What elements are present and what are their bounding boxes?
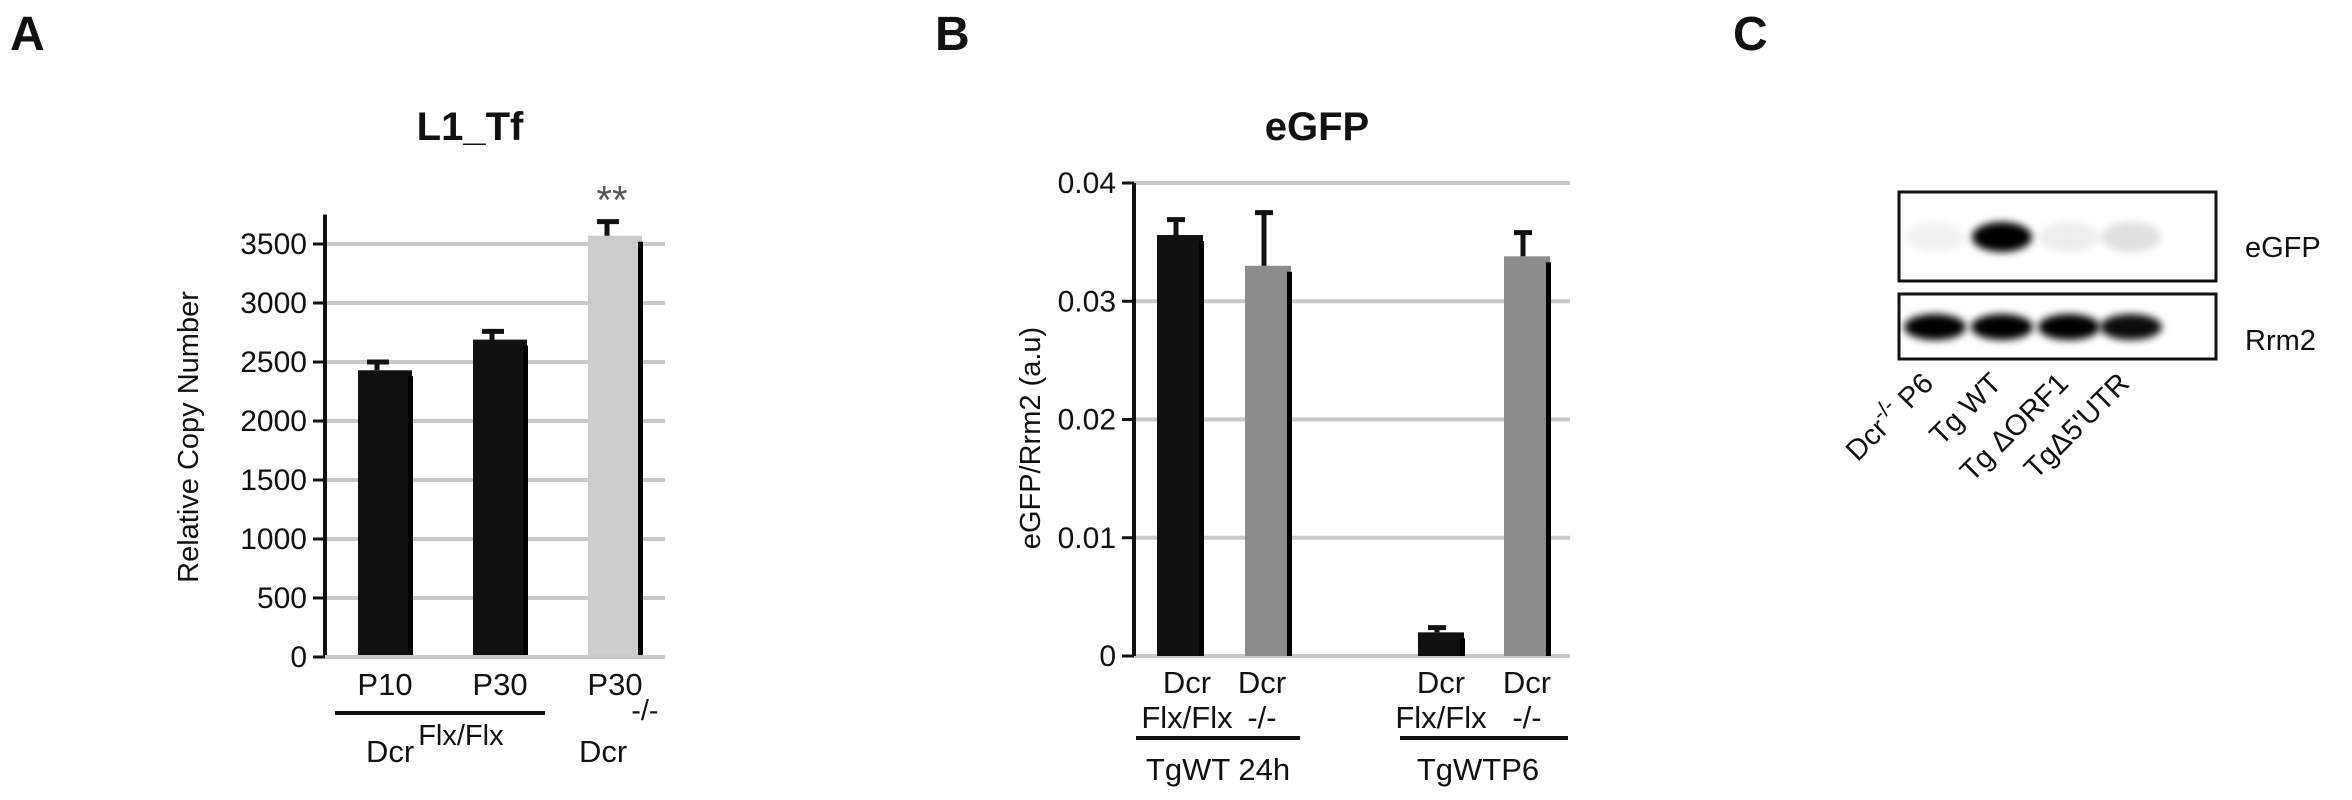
- x-label-b: Dcr -/-: [1238, 665, 1286, 735]
- bar-a: [358, 370, 412, 657]
- bar-shadow-b: [1287, 271, 1292, 656]
- blot-bands-egfp: [1905, 222, 2161, 252]
- bars-b: [1157, 210, 1551, 656]
- x-label-line-b: -/-: [1247, 700, 1276, 735]
- blot-lane-label-suffix: 5'UTR: [2056, 367, 2136, 447]
- y-tick-label-a: 2500: [240, 346, 307, 379]
- chart-title-b: eGFP: [1265, 105, 1369, 149]
- y-tick-label-b: 0.04: [1058, 167, 1116, 200]
- x-labels-a: P10 P30 P30: [357, 667, 642, 702]
- blot-band-egfp: [2101, 222, 2161, 252]
- x-label-line-b: Flx/Flx: [1141, 700, 1233, 735]
- y-tick-label-a: 500: [257, 582, 307, 615]
- x-label-b: Dcr -/-: [1503, 665, 1551, 735]
- y-tick-label-b: 0.02: [1058, 404, 1116, 437]
- blot-band-egfp: [2039, 222, 2099, 252]
- x-label-a: P30: [472, 667, 527, 702]
- blot-row-label-egfp: eGFP: [2245, 232, 2321, 264]
- panel-letter-a: A: [10, 8, 45, 61]
- x-label-a: P10: [357, 667, 412, 702]
- group-label-a: Dcr Flx/Flx: [366, 720, 504, 769]
- blot-band-rrm2: [2100, 314, 2162, 340]
- y-tick-label-a: 1500: [240, 464, 307, 497]
- x-label-line-b: Dcr: [1503, 665, 1551, 700]
- bar-shadow-a: [408, 376, 413, 657]
- blot-band-rrm2: [1971, 314, 2033, 340]
- x-label-line-b: Dcr: [1417, 665, 1465, 700]
- bar-shadow-a: [638, 241, 643, 658]
- y-tick-label-b: 0.03: [1058, 285, 1116, 318]
- blot-band-egfp: [1905, 222, 1965, 252]
- chart-title-a: L1_Tf: [417, 105, 524, 149]
- group-label-b: TgWT 24h: [1146, 752, 1290, 787]
- bars-a: **: [358, 179, 643, 658]
- group-label-b: TgWTP6: [1417, 752, 1539, 787]
- x-label-line-b: Dcr: [1238, 665, 1286, 700]
- bar-a: [588, 235, 642, 658]
- bar-a: [473, 339, 527, 657]
- blot-band-rrm2: [1904, 314, 1966, 340]
- y-axis-a: 0 500 1000 1500 2000 2500 3000 3500: [240, 214, 665, 674]
- y-axis-label-b: eGFP/Rrm2 (a.u): [1015, 327, 1047, 549]
- panel-letter-b: B: [935, 8, 970, 61]
- group-label-superscript-a: -/-: [631, 695, 658, 727]
- group-label-a: Dcr-/-: [579, 695, 659, 769]
- gridlines-b: [1134, 181, 1570, 658]
- y-axis-b: 0 0.01 0.02 0.03 0.04: [1058, 167, 1136, 673]
- significance-label-a: **: [596, 179, 627, 223]
- y-tick-label-a: 3000: [240, 287, 307, 320]
- bar-shadow-b: [1460, 638, 1465, 656]
- y-axis-label-a: Relative Copy Number: [173, 291, 205, 583]
- group-labels-b: TgWT 24h TgWTP6: [1136, 736, 1568, 787]
- panel-b: B eGFP eGFP/Rrm2 (a.u) 0 0.01 0.02 0.03 0.04…: [935, 8, 1570, 787]
- bar-shadow-a: [523, 345, 528, 657]
- blot-band-egfp: [1972, 222, 2032, 252]
- blot-lane-label: Dcr-/- P6: [1835, 362, 1940, 467]
- group-label-text-a: Dcr: [579, 734, 627, 769]
- panel-a: A L1_Tf Relative Copy Number ** 0 500 1000…: [10, 8, 665, 769]
- group-labels-a: Dcr Flx/Flx Dcr-/-: [335, 695, 659, 769]
- bar-b: [1504, 256, 1550, 656]
- bar-shadow-b: [1199, 241, 1204, 656]
- panel-letter-c: C: [1733, 8, 1768, 61]
- x-label-b: Dcr Flx/Flx: [1141, 665, 1233, 735]
- blot-bands-rrm2: [1904, 314, 2162, 340]
- bar-b: [1245, 265, 1291, 656]
- bar-shadow-b: [1546, 262, 1551, 656]
- group-label-text-a: Dcr: [366, 734, 414, 769]
- blot-band-rrm2: [2038, 314, 2100, 340]
- x-label-b: Dcr Flx/Flx: [1395, 665, 1487, 735]
- blot-row-label-rrm2: Rrm2: [2245, 325, 2316, 357]
- x-label-a: P30: [587, 667, 642, 702]
- x-label-line-b: Dcr: [1163, 665, 1211, 700]
- bar-b: [1418, 632, 1464, 656]
- y-tick-label-b: 0.01: [1058, 522, 1116, 555]
- group-label-superscript-a: Flx/Flx: [418, 720, 504, 752]
- x-label-line-b: Flx/Flx: [1395, 700, 1487, 735]
- y-tick-label-a: 0: [290, 641, 307, 674]
- y-tick-label-b: 0: [1099, 640, 1116, 673]
- x-label-line-b: -/-: [1512, 700, 1541, 735]
- y-tick-label-a: 3500: [240, 228, 307, 261]
- y-tick-label-a: 1000: [240, 523, 307, 556]
- bar-b: [1157, 235, 1203, 656]
- y-tick-label-a: 2000: [240, 405, 307, 438]
